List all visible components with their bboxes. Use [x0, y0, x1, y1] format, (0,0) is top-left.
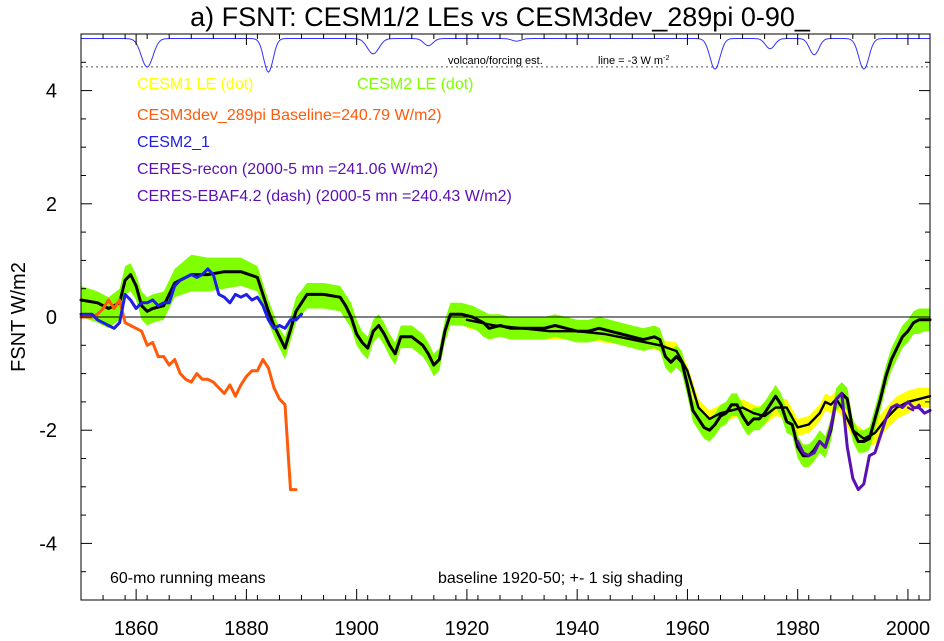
y-tick-label: -4	[39, 533, 57, 555]
legend: CESM1 LE (dot) CESM2 LE (dot) CESM3dev_2…	[137, 76, 512, 205]
volcano-forcing-line	[81, 38, 930, 73]
x-tick-label: 1980	[775, 618, 820, 640]
ceres-ebaf4-2-line	[906, 403, 932, 415]
y-tick-label: 2	[46, 194, 57, 216]
baseline-note: baseline 1920-50; +- 1 sig shading	[438, 570, 683, 587]
line-scale-superscript: -2	[663, 55, 669, 62]
legend-ceres-recon: CERES-recon (2000-5 mn =241.06 W/m2)	[137, 161, 438, 178]
y-tick-label: 4	[46, 81, 57, 103]
annotations: volcano/forcing est. line = -3 W m-2 60-…	[110, 55, 683, 587]
running-means-note: 60-mo running means	[110, 570, 266, 587]
axis-tick-labels: 1860 1880 1900 1920 1940 1960 1980 2000 -4 -2 0 2 4	[39, 81, 930, 640]
cesm2-1-line	[79, 267, 303, 330]
x-tick-label: 1880	[224, 618, 269, 640]
y-tick-label: 0	[46, 307, 57, 329]
legend-ceres-ebaf: CERES-EBAF4.2 (dash) (2000-5 mn =240.43 …	[137, 188, 512, 205]
y-axis-label: FSNT W/m2	[8, 262, 30, 372]
volcano-forcing	[81, 38, 930, 73]
x-tick-label: 1920	[445, 618, 490, 640]
line-scale-text: line = -3 W m	[598, 55, 663, 67]
reference-lines	[81, 66, 930, 318]
x-tick-label: 1960	[665, 618, 710, 640]
legend-cesm1-le: CESM1 LE (dot)	[137, 76, 253, 93]
legend-cesm3dev: CESM3dev_289pi Baseline=240.79 W/m2)	[137, 107, 442, 124]
x-tick-label: 1860	[114, 618, 159, 640]
line-scale-label: line = -3 W m-2	[598, 55, 669, 67]
x-tick-label: 1940	[555, 618, 600, 640]
axis-ticks	[80, 33, 930, 601]
shading-bands	[81, 254, 930, 467]
cesm1-le-shading	[466, 314, 930, 448]
chart-title: a) FSNT: CESM1/2 LEs vs CESM3dev_289pi 0…	[190, 2, 811, 32]
cesm2-le-shading	[81, 254, 930, 467]
y-tick-label: -2	[39, 420, 57, 442]
x-tick-label: 1900	[334, 618, 379, 640]
ceres-recon-line	[796, 391, 932, 492]
legend-cesm2-1: CESM2_1	[137, 134, 210, 151]
x-tick-label: 2000	[886, 618, 931, 640]
legend-cesm2-le: CESM2 LE (dot)	[357, 76, 473, 93]
volcano-label: volcano/forcing est.	[448, 55, 543, 67]
series-lines	[79, 267, 932, 492]
